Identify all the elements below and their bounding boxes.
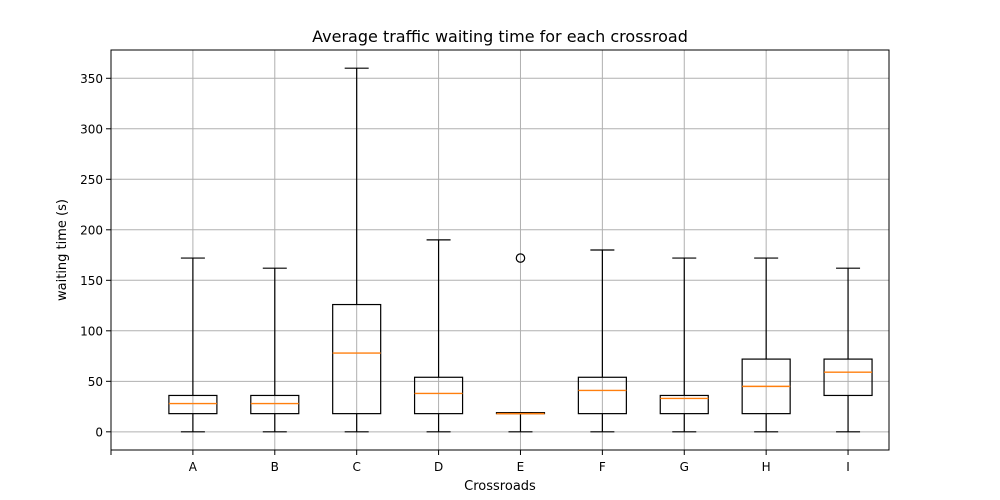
iqr-box xyxy=(250,394,300,415)
box-h xyxy=(741,257,791,433)
y-tick-label: 50 xyxy=(88,375,103,389)
plot-frame xyxy=(110,49,890,451)
iqr-box xyxy=(413,376,464,415)
box-g xyxy=(659,257,709,433)
x-tick-label: I xyxy=(846,460,850,474)
iqr-box xyxy=(823,358,873,397)
y-tick-label: 150 xyxy=(80,274,103,288)
box-i xyxy=(823,267,873,433)
y-tick-label: 300 xyxy=(80,122,103,136)
y-tick-label: 350 xyxy=(80,72,103,86)
y-tick-label: 0 xyxy=(95,425,103,439)
x-tick-label: B xyxy=(271,460,279,474)
iqr-box xyxy=(332,303,382,415)
box-f xyxy=(577,249,627,433)
box-a xyxy=(168,257,218,433)
x-tick-label: C xyxy=(352,460,360,474)
x-tick-label: A xyxy=(189,460,198,474)
x-tick-label: F xyxy=(599,460,606,474)
iqr-box xyxy=(168,394,218,415)
y-axis-label: waiting time (s) xyxy=(55,199,70,301)
box-e xyxy=(495,253,546,433)
x-tick-label: E xyxy=(517,460,525,474)
box-layer xyxy=(168,67,873,433)
iqr-box xyxy=(577,376,627,415)
outlier-point xyxy=(515,253,526,263)
x-tick-label: G xyxy=(680,460,689,474)
box-b xyxy=(250,267,300,433)
axis-layer: 0 50 100 150 200 250 300 350 A B C D E F G H I xyxy=(80,72,850,474)
iqr-box xyxy=(659,394,709,415)
y-tick-label: 100 xyxy=(80,324,103,338)
box-d xyxy=(413,239,464,433)
box-c xyxy=(332,67,382,433)
grid-layer xyxy=(111,50,889,450)
x-tick-label: H xyxy=(762,460,771,474)
chart-title: Average traffic waiting time for each cr… xyxy=(312,27,688,46)
y-tick-label: 200 xyxy=(80,223,103,237)
x-tick-label: D xyxy=(434,460,443,474)
x-axis-label: Crossroads xyxy=(464,479,536,494)
y-tick-label: 250 xyxy=(80,173,103,187)
